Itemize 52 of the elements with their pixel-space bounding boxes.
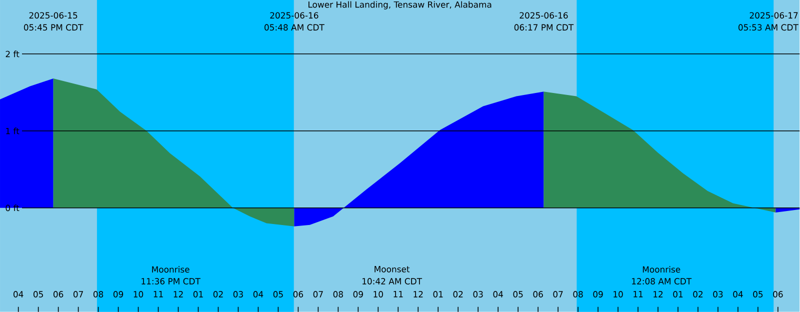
x-tick-label: 06 [53,290,64,298]
x-tick-label: 07 [313,290,323,298]
x-tick-label: 03 [713,290,723,298]
annotation: 12:08 AM CDT [632,278,692,284]
x-tick-label: 01 [193,290,203,298]
x-tick-label: 12 [174,290,183,298]
x-tick-label: 04 [493,290,503,298]
annotation: 10:42 AM CDT [362,278,422,284]
annotation: 2025-06-17 [750,12,798,18]
x-tick-label: 09 [593,290,603,298]
annotation: 11:36 PM CDT [142,278,200,284]
x-tick-label: 12 [654,290,663,298]
annotation: Moonrise [152,266,190,273]
chart-title: Lower Hall Landing, Tensaw River, Alabama [308,1,492,10]
x-tick-label: 12 [414,290,423,298]
x-tick-label: 01 [673,290,683,298]
x-tick-label: 06 [533,290,543,298]
x-tick-label: 05 [273,290,283,298]
x-tick-label: 08 [93,290,104,298]
x-tick-label: 05 [34,290,43,298]
y-tick-label: 1 ft [6,128,20,134]
x-tick-label: 10 [614,290,623,298]
x-tick-label: 05 [753,290,763,298]
annotation: Moonrise [642,266,680,273]
x-tick-label: 02 [693,290,703,298]
x-tick-label: 04 [14,290,24,298]
x-tick-label: 08 [573,290,583,298]
x-tick-label: 03 [473,290,483,298]
x-tick-label: 10 [374,290,383,298]
x-tick-label: 02 [213,290,223,298]
x-tick-label: 10 [134,290,144,298]
x-tick-label: 11 [154,290,163,298]
x-tick-label: 09 [113,290,124,298]
annotation: 05:53 AM CDT [738,24,798,30]
x-tick-label: 01 [433,290,443,298]
x-tick-label: 09 [353,290,363,298]
x-tick-label: 07 [553,290,563,298]
annotation: Moonset [374,266,410,272]
x-tick-label: 04 [253,290,264,298]
x-tick-label: 04 [733,290,743,298]
x-tick-label: 05 [513,290,523,298]
x-tick-label: 02 [453,290,463,298]
annotation: 06:17 PM CDT [514,24,574,30]
annotation: 2025-06-15 [29,12,78,18]
annotation: 05:45 PM CDT [24,24,84,30]
annotation: 2025-06-16 [520,12,568,18]
x-tick-label: 08 [333,290,343,298]
x-tick-label: 11 [634,290,643,298]
x-tick-label: 07 [73,290,83,298]
x-tick-label: 03 [233,290,243,298]
x-tick-label: 11 [394,290,403,298]
y-tick-label: 2 ft [6,50,20,57]
